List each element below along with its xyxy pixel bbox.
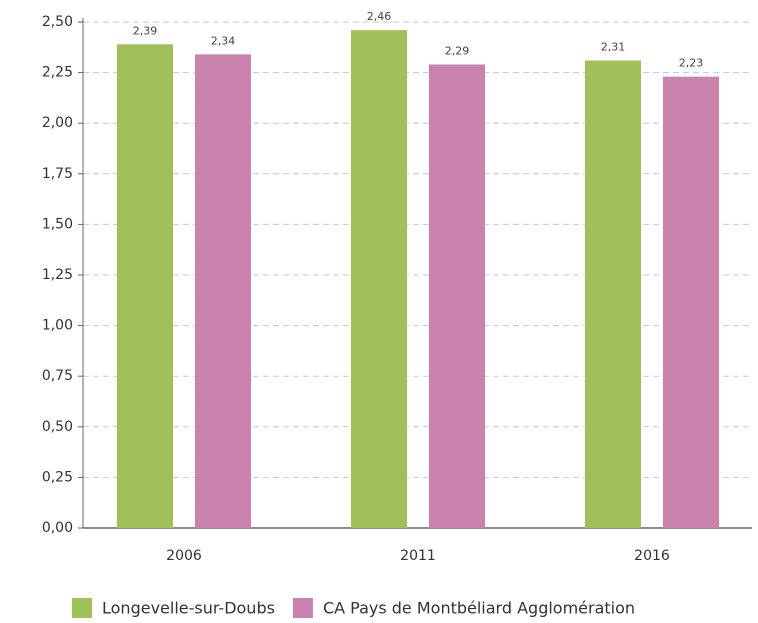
y-tick-label: 0,25 xyxy=(42,469,73,485)
y-tick-label: 2,50 xyxy=(42,14,73,30)
value-label: 2,39 xyxy=(133,24,158,37)
legend-swatch xyxy=(72,598,92,618)
bar xyxy=(429,64,485,528)
y-tick-label: 2,00 xyxy=(42,115,73,131)
y-tick-label: 0,00 xyxy=(42,520,73,536)
legend-label: Longevelle-sur-Doubs xyxy=(102,599,275,618)
x-tick-label: 2016 xyxy=(634,548,670,564)
value-label: 2,31 xyxy=(601,40,626,53)
y-tick-label: 1,25 xyxy=(42,267,73,283)
value-label: 2,29 xyxy=(445,45,470,58)
y-tick-label: 0,75 xyxy=(42,368,73,384)
y-tick-label: 0,50 xyxy=(42,419,73,435)
bar xyxy=(351,30,407,528)
bar xyxy=(195,54,251,528)
x-tick-label: 2011 xyxy=(400,548,436,564)
bar xyxy=(117,44,173,528)
bar xyxy=(663,76,719,528)
y-tick-label: 1,50 xyxy=(42,216,73,232)
y-tick-label: 1,75 xyxy=(42,166,73,182)
y-tick-label: 1,00 xyxy=(42,318,73,334)
value-label: 2,23 xyxy=(679,57,704,70)
y-tick-label: 2,25 xyxy=(42,65,73,81)
legend-label: CA Pays de Montbéliard Agglomération xyxy=(323,599,635,618)
value-label: 2,34 xyxy=(211,34,236,47)
legend-swatch xyxy=(292,598,313,618)
x-tick-label: 2006 xyxy=(166,548,202,564)
bar xyxy=(585,60,641,529)
value-label: 2,46 xyxy=(367,10,392,23)
